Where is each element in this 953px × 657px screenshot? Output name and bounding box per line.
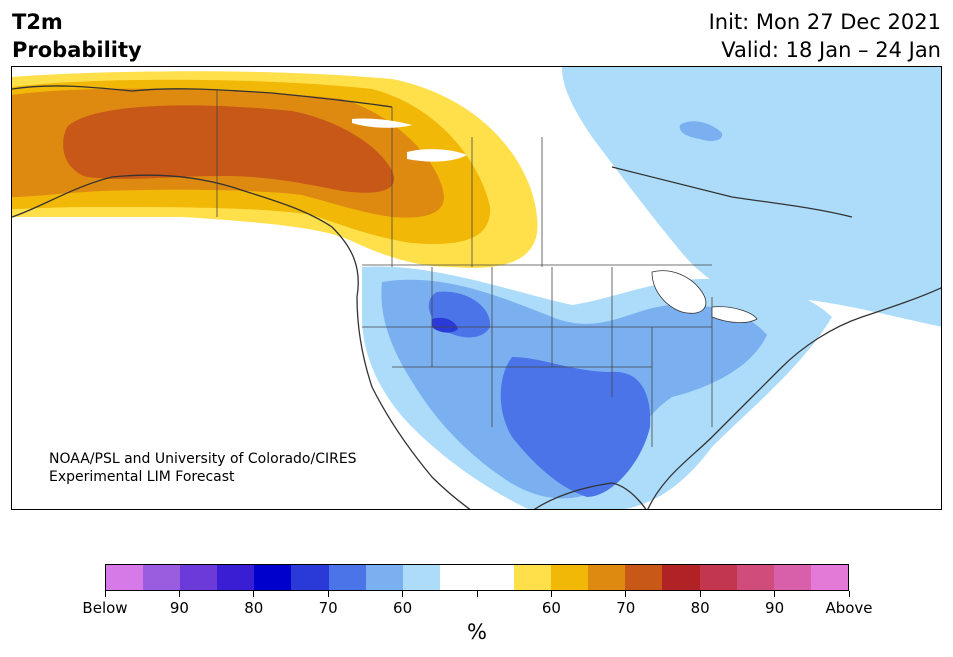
colorbar-segment (291, 565, 329, 590)
colorbar-tick-label: Above (825, 599, 873, 617)
colorbar-segment (143, 565, 181, 590)
political-borders (216, 89, 713, 447)
colorbar-tick-label: 70 (318, 599, 338, 617)
colorbar-segment (699, 565, 737, 590)
colorbar-segment (180, 565, 218, 590)
colorbar-tick-label: 60 (393, 599, 413, 617)
chart-title: T2m Probability (12, 8, 142, 64)
colorbar-segment (514, 565, 552, 590)
colorbar-segment (662, 565, 700, 590)
title-line-2: Probability (12, 38, 142, 62)
colorbar-tick (476, 591, 478, 597)
colorbar-segment (254, 565, 292, 590)
warm-region-75 (63, 105, 395, 193)
colorbar-tick (253, 591, 255, 597)
colorbar-tick-label: Below (82, 599, 128, 617)
great-lakes (651, 270, 758, 323)
colorbar-tick (774, 591, 776, 597)
canadian-lakes (352, 118, 467, 162)
colorbar-segment (810, 565, 848, 590)
colorbar-tick-label: 60 (541, 599, 561, 617)
colorbar-segment (476, 565, 515, 590)
colorbar-segment (402, 565, 440, 590)
probability-map (12, 67, 941, 509)
colorbar-tick-label: 90 (765, 599, 785, 617)
colorbar-tick (699, 591, 701, 597)
coastlines (12, 85, 941, 509)
colorbar-segment (736, 565, 774, 590)
colorbar-segment (106, 565, 144, 590)
colorbar (105, 564, 849, 591)
colorbar-segment (328, 565, 366, 590)
colorbar-tick (402, 591, 404, 597)
colorbar-segment (217, 565, 255, 590)
colorbar-tick-label: 70 (616, 599, 636, 617)
map-credit: NOAA/PSL and University of Colorado/CIRE… (49, 450, 357, 486)
colorbar-tick (178, 591, 180, 597)
colorbar-tick-label: 80 (690, 599, 710, 617)
colorbar-segment (365, 565, 403, 590)
cool-region-us-75 (432, 317, 458, 333)
valid-date: Valid: 18 Jan – 24 Jan (721, 38, 941, 62)
colorbar-tick (550, 591, 552, 597)
date-info: Init: Mon 27 Dec 2021 Valid: 18 Jan – 24… (709, 8, 941, 64)
colorbar-tick-label: 90 (169, 599, 189, 617)
colorbar-segment (773, 565, 811, 590)
map-panel (11, 66, 942, 510)
colorbar-segment (588, 565, 626, 590)
colorbar-tick (848, 591, 850, 597)
cool-region-us-70 (500, 357, 651, 497)
colorbar-tick (104, 591, 106, 597)
colorbar-segment (551, 565, 589, 590)
colorbar-tick (327, 591, 329, 597)
colorbar-unit-label: % (467, 620, 487, 644)
colorbar-segment (625, 565, 663, 590)
colorbar-segment (439, 565, 477, 590)
credit-line-1: NOAA/PSL and University of Colorado/CIRE… (49, 451, 357, 467)
colorbar-tick-label: 80 (244, 599, 264, 617)
cool-region-hudson (679, 121, 723, 141)
title-line-1: T2m (12, 10, 63, 34)
credit-line-2: Experimental LIM Forecast (49, 469, 235, 485)
init-date: Init: Mon 27 Dec 2021 (708, 10, 941, 34)
cool-region-canada (562, 67, 941, 327)
colorbar-tick (625, 591, 627, 597)
